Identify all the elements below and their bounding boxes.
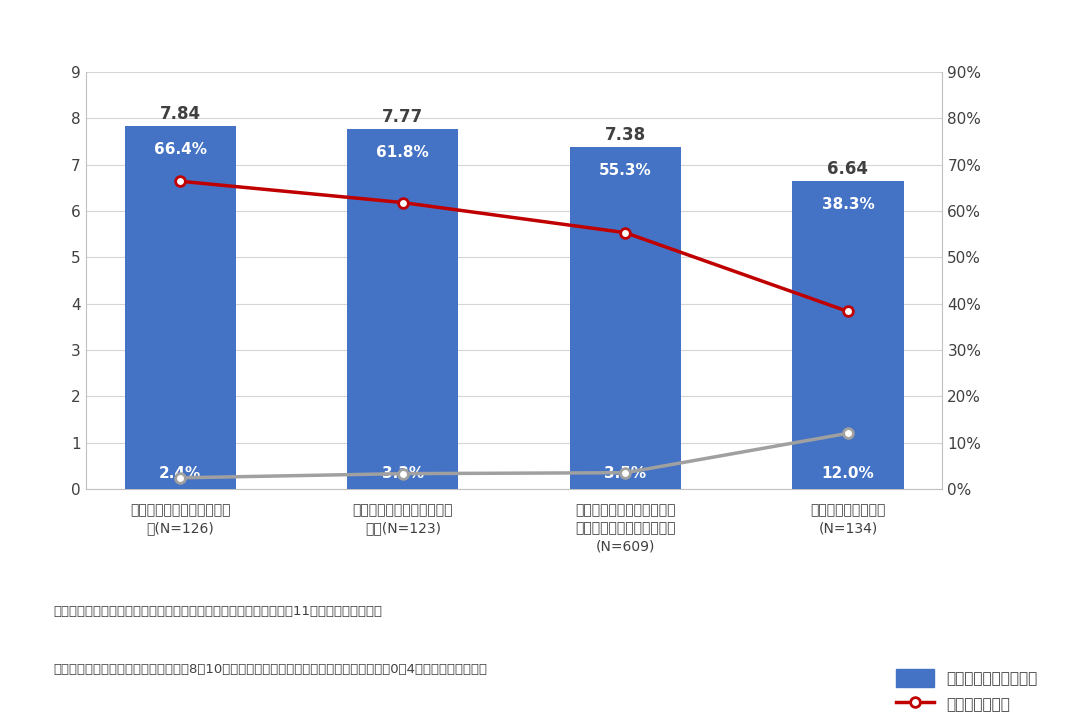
Legend: 主観的幸福度の平均値, 幸福な人の割合, 不幸な人の割合: 主観的幸福度の平均値, 幸福な人の割合, 不幸な人の割合 (896, 669, 1038, 719)
Text: 38.3%: 38.3% (821, 198, 874, 213)
Text: 7.38: 7.38 (605, 126, 646, 145)
Text: 3.3%: 3.3% (381, 466, 424, 480)
Bar (570, 147, 681, 489)
Text: 注）　主観的幸福度は、０（とても不幸）～１０（とても幸せ）の11段階で測定した結果: 注） 主観的幸福度は、０（とても不幸）～１０（とても幸せ）の11段階で測定した結… (54, 605, 382, 618)
Text: 55.3%: 55.3% (599, 163, 652, 178)
Text: 2.4%: 2.4% (160, 466, 201, 480)
Bar (347, 129, 458, 489)
Text: 7.77: 7.77 (382, 108, 423, 126)
Text: 7.84: 7.84 (160, 105, 201, 123)
Text: 3.5%: 3.5% (604, 466, 647, 480)
Text: 6.64: 6.64 (828, 160, 869, 178)
Bar (124, 126, 236, 489)
Text: 66.4%: 66.4% (154, 142, 207, 157)
Bar (793, 181, 904, 489)
Text: 61.8%: 61.8% (376, 145, 429, 160)
Text: 12.0%: 12.0% (821, 466, 874, 480)
Text: 注）　「幸福な人」は主観的幸福度が8～10と回答した人、「不幸な人」は主観的幸福度が0～4と回答した人とする: 注） 「幸福な人」は主観的幸福度が8～10と回答した人、「不幸な人」は主観的幸福… (54, 663, 487, 676)
